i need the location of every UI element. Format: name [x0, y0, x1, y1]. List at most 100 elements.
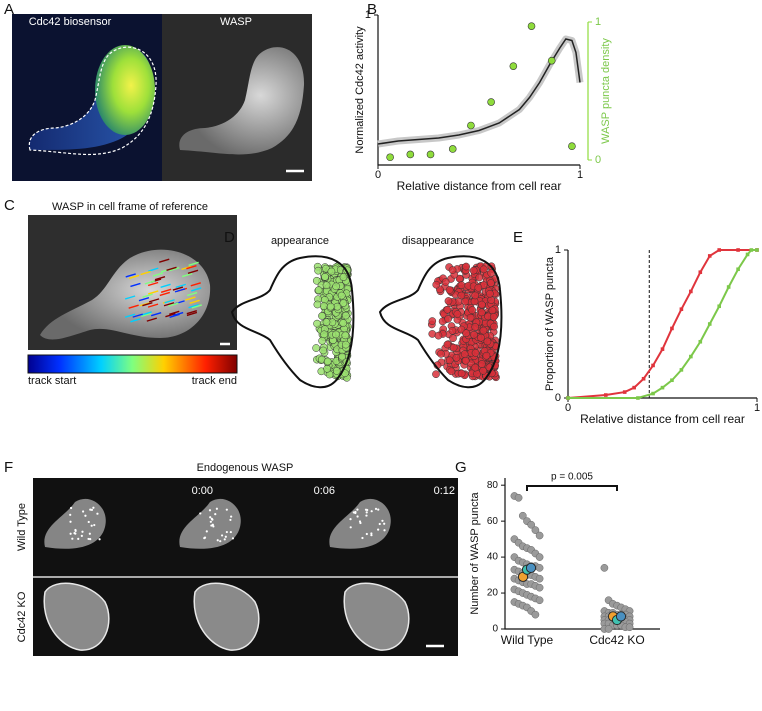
y-tick-label: 1: [365, 9, 371, 21]
speckle: [229, 518, 232, 522]
track: [160, 283, 171, 288]
y-tick-label: 80: [487, 480, 499, 491]
x-tick-label: 0: [375, 169, 381, 181]
x-tick-label: 1: [754, 402, 760, 414]
track: [148, 298, 160, 303]
speckle: [377, 508, 380, 511]
speckle: [69, 506, 73, 510]
punctum: [447, 367, 456, 376]
speckle: [69, 513, 72, 516]
cell-front: [95, 45, 155, 135]
track: [142, 301, 153, 307]
punctum: [471, 363, 480, 372]
speckle: [365, 532, 368, 536]
punctum: [432, 280, 441, 289]
track: [159, 258, 170, 263]
track: [141, 311, 152, 316]
row-label: Wild Type: [16, 503, 28, 551]
speckle: [370, 534, 373, 537]
punctum: [322, 318, 331, 326]
track: [150, 311, 162, 317]
line-marker: [641, 376, 646, 381]
track: [174, 288, 186, 293]
line-marker: [698, 339, 703, 344]
track: [132, 313, 143, 318]
speckle: [366, 508, 369, 512]
punctum: [323, 364, 332, 373]
punctum: [471, 291, 480, 300]
line-marker: [632, 385, 636, 390]
track: [148, 290, 159, 295]
punctum: [332, 330, 340, 339]
speckle: [374, 507, 378, 510]
cell-outline: [378, 255, 503, 389]
punctum: [448, 266, 457, 274]
line-marker: [604, 393, 608, 397]
scatter-point: [386, 153, 394, 162]
line-marker: [566, 396, 570, 400]
y-tick-label: 60: [487, 516, 499, 527]
speckle: [361, 536, 364, 540]
scatter-point: [406, 150, 415, 159]
punctum: [432, 370, 440, 379]
speckle: [74, 528, 77, 532]
punctum: [462, 262, 470, 271]
line: [567, 249, 757, 399]
x-axis-label: Relative distance from cell rear: [580, 412, 745, 426]
panel-title: disappearance: [402, 235, 474, 247]
track: [164, 299, 175, 304]
y-tick-label: 1: [555, 244, 561, 256]
punctum: [441, 278, 450, 286]
data-point: [535, 564, 544, 572]
line-marker: [670, 326, 674, 331]
track: [144, 280, 156, 285]
punctum: [471, 349, 480, 357]
punctum: [428, 317, 437, 325]
track: [186, 264, 197, 270]
punctum: [477, 333, 485, 342]
x-tick-label: Wild Type: [501, 633, 554, 647]
track: [154, 276, 166, 281]
tracks: [124, 258, 203, 323]
line-marker: [679, 368, 684, 372]
track: [189, 299, 200, 304]
track: [148, 267, 159, 272]
scatter-point: [448, 145, 457, 153]
speckle: [365, 514, 368, 517]
cell-outline: [28, 46, 157, 156]
speckle: [214, 513, 217, 516]
panel-letter: D: [224, 229, 235, 246]
y-axis-label: Proportion of WASP puncta: [544, 256, 556, 391]
cell: [193, 582, 260, 651]
significance-bracket: [526, 485, 618, 491]
punctum: [323, 357, 332, 366]
punctum: [322, 281, 331, 290]
track: [186, 311, 198, 317]
line-band: [377, 35, 584, 148]
line-marker: [651, 391, 655, 396]
punctum: [452, 353, 461, 362]
track: [128, 304, 139, 309]
track: [186, 291, 198, 297]
speckle: [349, 518, 352, 521]
track: [140, 270, 151, 276]
x-tick-label: 1: [577, 169, 583, 181]
line-marker: [679, 307, 684, 311]
punctum: [444, 315, 452, 323]
punctum: [445, 286, 454, 294]
x-tick-label: 0: [565, 402, 571, 414]
punctum: [478, 300, 486, 309]
punctum: [339, 299, 348, 307]
speckle: [199, 512, 202, 515]
punctum: [437, 350, 445, 358]
speckle: [220, 534, 224, 537]
speckle: [224, 535, 227, 538]
punctum: [478, 360, 486, 368]
punctum: [490, 322, 498, 331]
line: [377, 38, 581, 145]
punctum: [471, 323, 480, 331]
speckle: [229, 530, 232, 534]
line-marker: [736, 267, 740, 272]
line-marker: [717, 304, 721, 309]
scatter-point: [426, 150, 435, 159]
